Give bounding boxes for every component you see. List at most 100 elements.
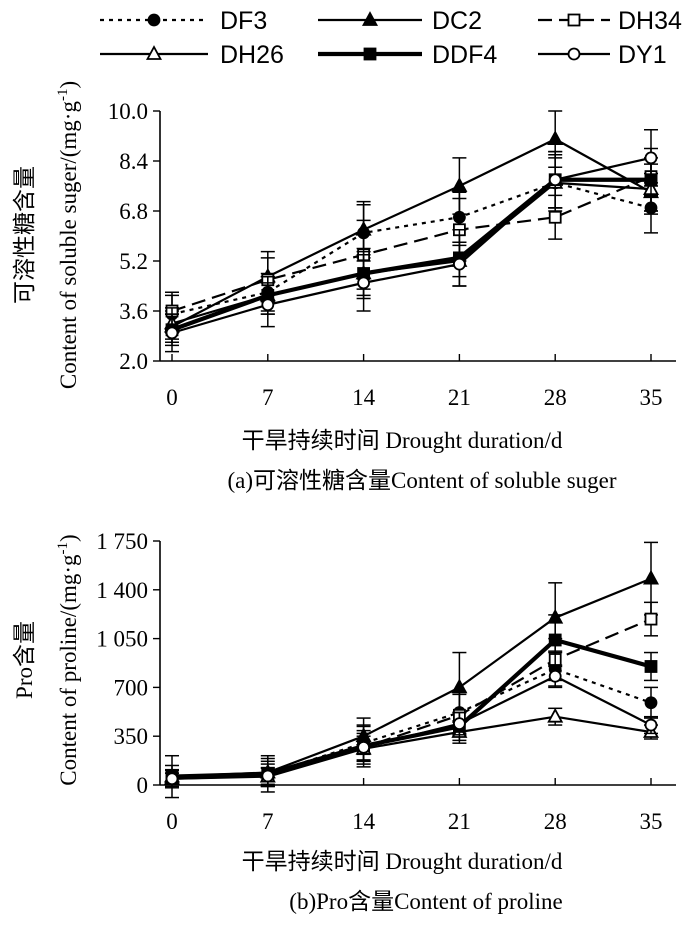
y-axis-label-cn-group: 可溶性糖含量 [12, 166, 37, 304]
x-tick-label: 7 [262, 809, 274, 834]
data-point [644, 660, 658, 673]
legend-item-df3: DF3 [100, 7, 267, 35]
data-point [451, 678, 468, 694]
y-axis-label-en-sup: -1 [55, 542, 71, 555]
x-tick-label: 28 [544, 809, 567, 834]
y-tick-label: 1 750 [96, 529, 148, 554]
x-tick-label: 7 [262, 385, 274, 410]
legend-label: DDF4 [432, 41, 497, 69]
data-point [547, 707, 564, 723]
y-tick-label: 5.2 [119, 249, 148, 274]
data-point [452, 257, 466, 271]
data-point [548, 633, 562, 647]
x-tick-label: 0 [166, 385, 178, 410]
y-tick-label: 700 [114, 675, 149, 700]
x-axis-label: 干旱持续时间 Drought duration/d [242, 428, 563, 453]
y-tick-label: 8.4 [119, 149, 148, 174]
data-point [451, 177, 468, 192]
series-df3 [165, 650, 658, 788]
legend-marker [147, 13, 161, 27]
x-tick-label: 14 [352, 809, 376, 834]
series-line [171, 637, 652, 779]
series-dy1 [165, 665, 658, 786]
series-dh34 [165, 601, 658, 788]
legend-marker [361, 11, 379, 26]
y-tick-label: 1 050 [96, 627, 148, 652]
data-point [452, 717, 466, 731]
x-axis-label: 干旱持续时间 Drought duration/d [242, 849, 563, 874]
x-tick-label: 35 [640, 809, 663, 834]
legend-item-dy1: DY1 [538, 41, 667, 69]
x-tick-label: 14 [352, 385, 376, 410]
data-point [547, 130, 564, 146]
series-dy1 [165, 129, 658, 353]
data-point [548, 173, 562, 187]
series-ddf4 [165, 147, 658, 347]
y-axis-label-en-sup: -1 [55, 89, 71, 102]
series-line [171, 668, 652, 780]
data-point [261, 769, 275, 783]
legend-marker [363, 47, 377, 61]
y-axis-label-en: Content of proline/(mg·g-1) [55, 534, 81, 785]
series-ddf4 [165, 614, 658, 799]
series-dh26 [163, 157, 660, 340]
series-dc2 [163, 541, 660, 789]
y-tick-label: 10.0 [108, 99, 148, 124]
y-axis-label-cn: 可溶性糖含量 [12, 166, 37, 304]
legend-label: DH34 [618, 7, 682, 35]
data-point [357, 740, 371, 754]
legend-label: DH26 [220, 41, 284, 69]
plot-area [163, 110, 660, 353]
data-point [642, 569, 660, 585]
axes: 2.0 3.6 5.2 6.8 8.4 10.0 0 7 14 21 28 35 [108, 99, 676, 410]
series-line [171, 715, 652, 780]
legend-marker [145, 45, 163, 60]
y-axis-label-en-end: ) [56, 534, 81, 542]
data-point [644, 151, 658, 165]
data-point [644, 718, 658, 732]
legend-item-dh26: DH26 [100, 41, 284, 69]
x-tick-label: 35 [640, 385, 663, 410]
x-tick-label: 21 [448, 809, 471, 834]
series-line [171, 181, 652, 316]
axes: 0 350 700 1 050 1 400 1 750 0 7 14 21 28 35 [96, 529, 676, 834]
legend-item-dh34: DH34 [538, 7, 682, 35]
plot-area [163, 541, 660, 799]
legend-marker [567, 47, 581, 61]
legend-label: DF3 [220, 7, 267, 35]
legend-marker [567, 13, 581, 27]
y-tick-label: 1 400 [96, 578, 148, 603]
series-line [171, 675, 652, 780]
series-line [171, 156, 652, 334]
y-tick-label: 6.8 [119, 199, 148, 224]
y-axis-label-en-group: Content of soluble suger/(mg·g-1) [55, 81, 81, 389]
y-axis-label-en-group: Content of proline/(mg·g-1) [55, 534, 81, 785]
series-line [171, 618, 652, 779]
data-point [165, 326, 179, 340]
x-tick-label: 28 [544, 385, 567, 410]
y-axis-label-en: Content of soluble suger/(mg·g-1) [55, 81, 81, 389]
y-axis-label-cn: Pro含量 [12, 621, 37, 699]
y-axis-label-cn-group: Pro含量 [12, 621, 37, 699]
data-point [644, 696, 658, 710]
x-tick-label: 0 [166, 809, 178, 834]
y-axis-label-en-end: ) [56, 81, 81, 89]
y-tick-label: 0 [137, 773, 149, 798]
x-tick-label: 21 [448, 385, 471, 410]
y-tick-label: 3.6 [119, 299, 148, 324]
y-axis-label-en-main: Content of soluble suger/(mg·g [56, 101, 81, 390]
legend-label: DC2 [432, 7, 482, 35]
legend: DF3 DC2 DH34 DH26 DDF4 DY1 [100, 7, 682, 69]
caption: (a)可溶性糖含量Content of soluble suger [227, 468, 616, 493]
y-axis-label-en-main: Content of proline/(mg·g [56, 554, 81, 786]
data-point [644, 612, 658, 626]
y-tick-label: 2.0 [119, 349, 148, 374]
chart-b: 0 350 700 1 050 1 400 1 750 0 7 14 21 28 35 Pro含量 Con… [12, 529, 676, 914]
chart-a: 2.0 3.6 5.2 6.8 8.4 10.0 0 7 14 21 28 35 可溶性糖含量 Conte… [12, 81, 676, 493]
y-tick-label: 350 [114, 724, 149, 749]
data-point [261, 298, 275, 312]
data-point [357, 276, 371, 290]
series-line [171, 138, 652, 328]
series-line [171, 175, 652, 313]
series-line [171, 177, 651, 332]
